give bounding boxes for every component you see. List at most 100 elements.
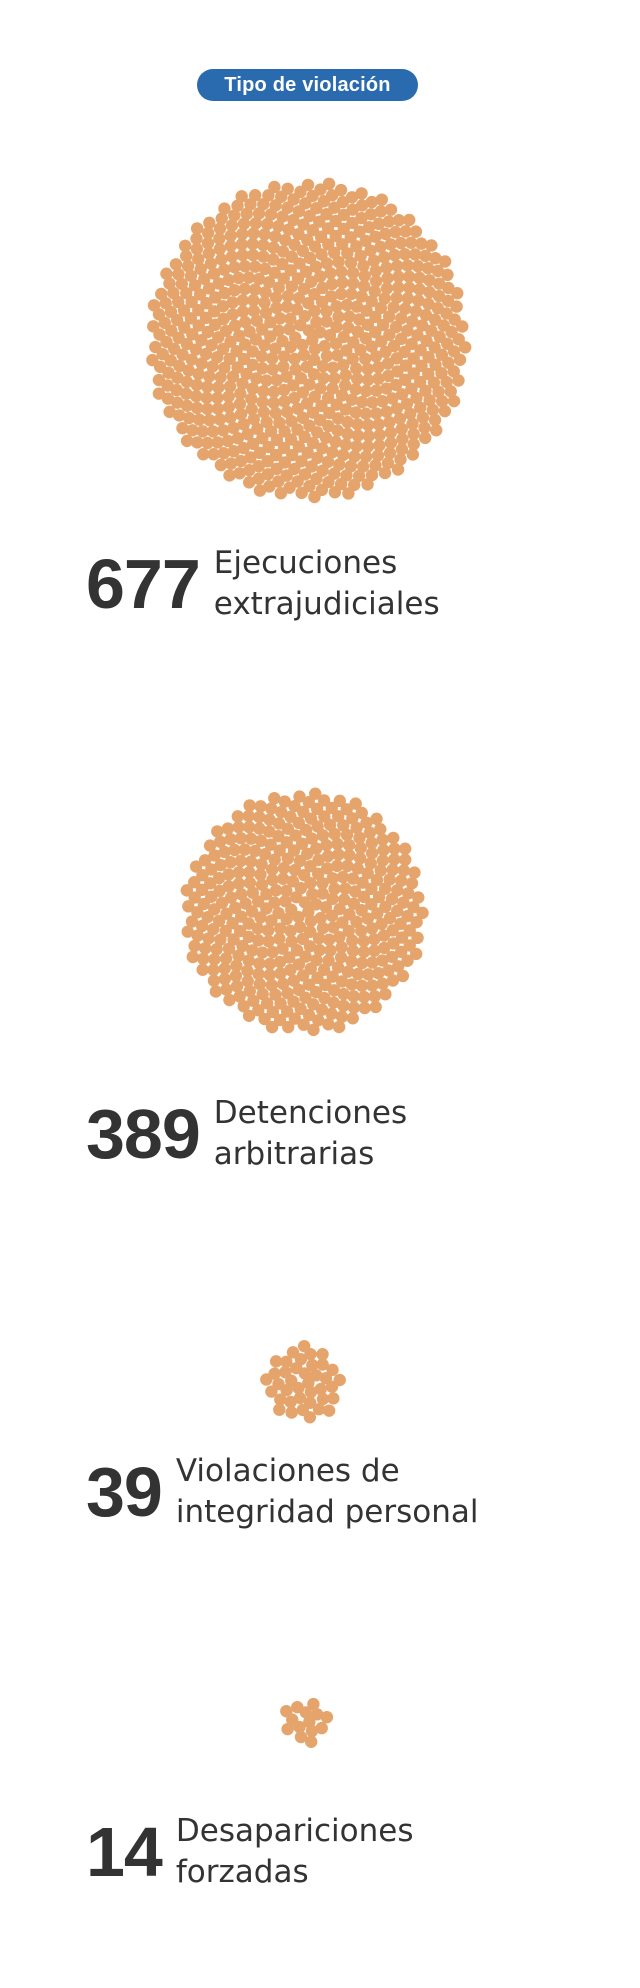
case-dot [341, 321, 355, 334]
case-dot [224, 891, 238, 904]
case-dot [337, 222, 350, 236]
case-dot [325, 801, 338, 815]
case-dot [276, 872, 290, 885]
dot-cluster [280, 1697, 334, 1748]
case-dot [382, 964, 395, 977]
case-dot [273, 312, 287, 325]
case-dot [212, 277, 225, 290]
case-dot [282, 223, 295, 236]
case-dot [152, 387, 166, 400]
case-dot [270, 373, 283, 387]
case-dot [207, 963, 220, 977]
case-dot [161, 392, 175, 405]
case-dot [256, 432, 269, 445]
case-dot [369, 310, 382, 324]
case-dot [336, 870, 350, 884]
case-dot [284, 963, 297, 977]
case-dot [211, 436, 224, 449]
case-dot [350, 440, 363, 453]
case-dot [338, 379, 352, 392]
case-dot [306, 224, 320, 237]
case-dot [248, 283, 262, 296]
case-dot [270, 301, 283, 315]
case-dot [224, 833, 237, 846]
case-dot [422, 297, 435, 311]
case-dot [152, 373, 166, 387]
case-dot [340, 344, 353, 357]
case-dot [302, 1008, 316, 1022]
case-dot [180, 286, 193, 300]
case-dot [269, 230, 282, 243]
case-dot [320, 1710, 334, 1724]
case-dot [218, 972, 231, 986]
case-dot [401, 954, 414, 967]
case-dot [286, 875, 300, 888]
case-dot [410, 391, 423, 405]
case-dot [386, 974, 400, 987]
case-dot [222, 880, 236, 893]
case-dot [349, 383, 362, 396]
case-dot [328, 486, 342, 499]
case-dot [267, 241, 280, 254]
case-dot [318, 339, 331, 353]
case-dot [227, 933, 240, 946]
case-dot [246, 944, 259, 957]
case-dot [247, 227, 260, 240]
case-dot [242, 820, 256, 834]
case-dot [376, 395, 389, 408]
case-dot [376, 833, 389, 846]
case-dot [221, 822, 235, 835]
case-dot [328, 372, 341, 385]
case-dot [224, 457, 238, 470]
case-dot [357, 990, 371, 1004]
case-dot [182, 900, 195, 913]
case-dot [230, 979, 244, 993]
category-label-line: Detenciones [213, 1095, 408, 1131]
case-dot [355, 806, 368, 820]
case-dot [381, 456, 395, 470]
case-dot [196, 425, 209, 438]
case-dot [394, 236, 408, 250]
case-dot [287, 844, 301, 857]
case-dot [310, 802, 324, 816]
case-dot [319, 431, 333, 444]
case-dot [258, 228, 271, 241]
case-dot [357, 280, 371, 293]
case-dot [431, 264, 445, 278]
case-dot [316, 877, 329, 890]
case-dot [378, 466, 392, 480]
case-dot [265, 802, 278, 815]
violation-type-filter-button[interactable]: Tipo de violación [197, 69, 418, 101]
case-dot [304, 914, 318, 928]
case-dot [195, 919, 209, 933]
case-dot [219, 952, 233, 965]
case-dot [284, 1395, 297, 1409]
case-dot [362, 429, 375, 443]
case-dot [224, 411, 237, 424]
case-dot [414, 401, 427, 414]
case-dot [314, 1382, 327, 1396]
case-dot [362, 220, 376, 234]
case-dot [260, 415, 273, 429]
case-dot [322, 1018, 335, 1031]
case-dot [270, 433, 284, 447]
case-dot [335, 941, 348, 954]
case-dot [366, 979, 379, 992]
category-label-line: forzadas [175, 1854, 309, 1890]
case-dot [401, 292, 415, 305]
case-dot [247, 412, 260, 426]
case-dot [241, 428, 254, 441]
case-dot [160, 267, 173, 280]
case-dot [402, 887, 415, 900]
case-dot [401, 909, 414, 923]
case-dot [198, 272, 211, 286]
case-dot [185, 353, 198, 366]
case-dot [234, 854, 247, 868]
case-dot [232, 271, 245, 285]
case-dot [235, 910, 248, 923]
case-dot [419, 431, 432, 445]
case-dot [359, 407, 373, 420]
case-dot [429, 251, 442, 265]
case-dot [385, 950, 399, 964]
case-dot [281, 1722, 294, 1736]
